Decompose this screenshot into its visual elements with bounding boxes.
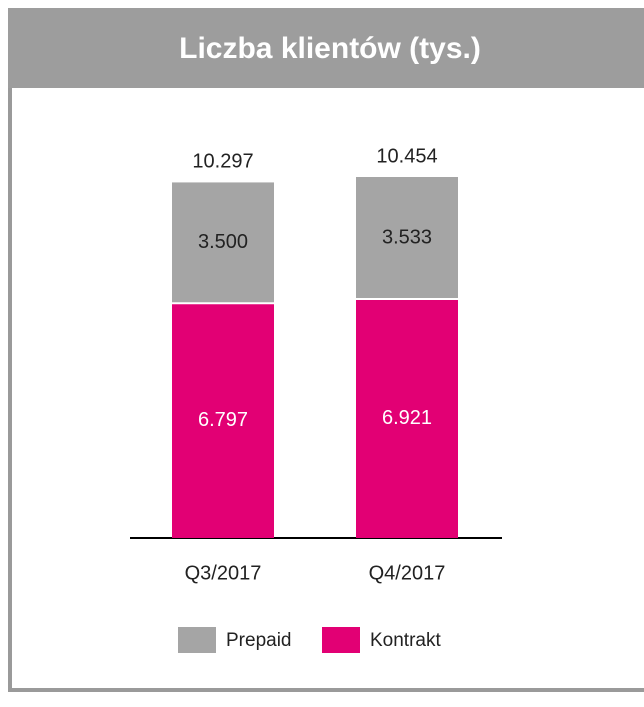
value-label: 3.500 — [198, 231, 248, 253]
legend-label: Kontrakt — [370, 630, 441, 651]
total-label: 10.454 — [376, 145, 437, 167]
x-tick-label: Q3/2017 — [185, 562, 262, 584]
legend-swatch — [178, 627, 216, 653]
header — [8, 8, 644, 88]
panel — [8, 8, 644, 692]
x-tick-label: Q4/2017 — [369, 562, 446, 584]
value-label: 6.797 — [198, 409, 248, 431]
chart-title: Liczba klientów (tys.) — [179, 32, 481, 65]
legend-label: Prepaid — [226, 630, 292, 651]
bar-segment — [172, 303, 274, 538]
value-label: 3.533 — [382, 226, 432, 248]
legend-swatch — [322, 627, 360, 653]
bar-segment — [356, 299, 458, 538]
bar-segment — [172, 182, 274, 304]
value-label: 6.921 — [382, 407, 432, 429]
bar-segment — [356, 177, 458, 300]
total-label: 10.297 — [192, 151, 253, 173]
